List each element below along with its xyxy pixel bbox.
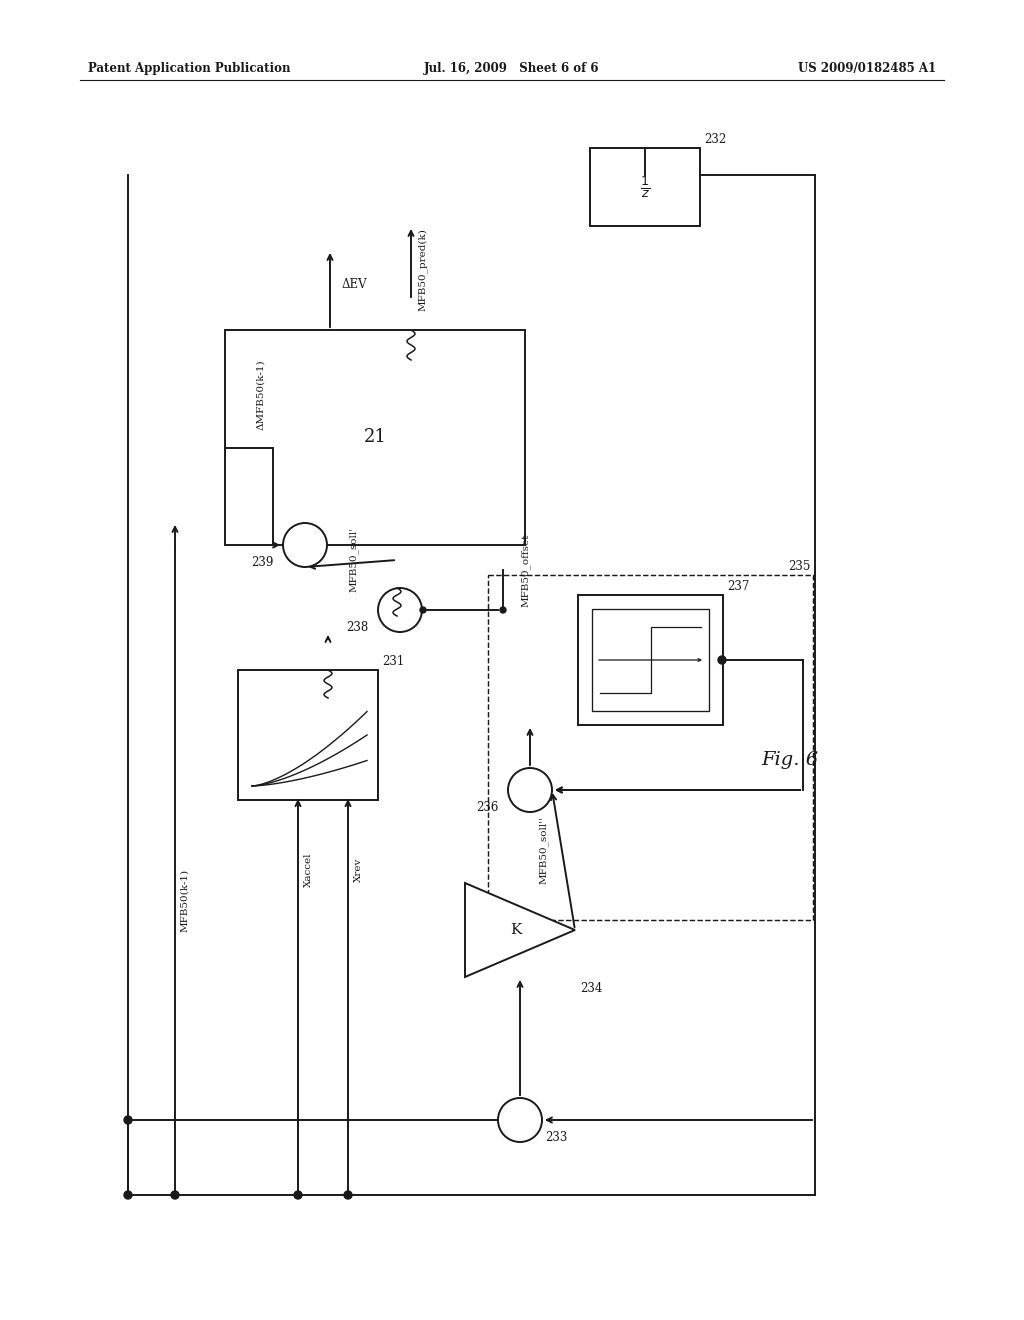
Bar (590, 148, 700, 226)
Circle shape (171, 1191, 179, 1199)
Text: 236: 236 (476, 801, 499, 814)
Circle shape (124, 1191, 132, 1199)
Circle shape (294, 1191, 302, 1199)
Text: -: - (527, 1115, 530, 1125)
Bar (238, 671, 378, 800)
Text: Xrev: Xrev (353, 858, 362, 882)
Circle shape (344, 1191, 352, 1199)
Text: K: K (510, 923, 521, 937)
Text: +: + (293, 540, 302, 550)
Text: MFB50_offset: MFB50_offset (521, 533, 530, 607)
Text: MFB50_soll': MFB50_soll' (349, 528, 358, 593)
Circle shape (500, 607, 506, 612)
Text: +: + (308, 540, 317, 550)
Bar (578, 595, 723, 725)
Text: $\frac{1}{z}$: $\frac{1}{z}$ (640, 174, 650, 199)
Text: 234: 234 (580, 982, 602, 995)
Text: +: + (388, 605, 397, 615)
Circle shape (420, 607, 426, 612)
Polygon shape (465, 883, 575, 977)
Text: ΔMFB50(k-1): ΔMFB50(k-1) (256, 359, 265, 430)
Text: +: + (403, 605, 413, 615)
Circle shape (283, 523, 327, 568)
Text: 231: 231 (382, 655, 404, 668)
Text: +: + (507, 1115, 516, 1125)
Circle shape (124, 1115, 132, 1125)
Text: MFB50_pred(k): MFB50_pred(k) (418, 228, 428, 312)
Text: Patent Application Publication: Patent Application Publication (88, 62, 291, 75)
Text: +: + (517, 785, 527, 795)
Circle shape (718, 656, 726, 664)
Text: Fig. 6: Fig. 6 (762, 751, 818, 770)
Text: MFB50(k-1): MFB50(k-1) (180, 869, 189, 932)
Text: Xaccel: Xaccel (303, 853, 312, 887)
Bar (225, 330, 525, 545)
Circle shape (378, 587, 422, 632)
Text: +: + (534, 785, 543, 795)
Text: MFB50_soll'': MFB50_soll'' (540, 816, 549, 884)
Text: ΔEV: ΔEV (342, 279, 368, 292)
Text: 232: 232 (705, 133, 726, 147)
Text: US 2009/0182485 A1: US 2009/0182485 A1 (798, 62, 936, 75)
Text: 239: 239 (251, 556, 273, 569)
Text: 238: 238 (346, 620, 369, 634)
Circle shape (498, 1098, 542, 1142)
Text: 233: 233 (545, 1131, 567, 1144)
Text: 21: 21 (364, 429, 386, 446)
Bar (488, 576, 813, 920)
Text: 235: 235 (788, 560, 811, 573)
Circle shape (508, 768, 552, 812)
Text: 237: 237 (727, 579, 750, 593)
Text: Jul. 16, 2009   Sheet 6 of 6: Jul. 16, 2009 Sheet 6 of 6 (424, 62, 600, 75)
Bar (592, 609, 709, 711)
